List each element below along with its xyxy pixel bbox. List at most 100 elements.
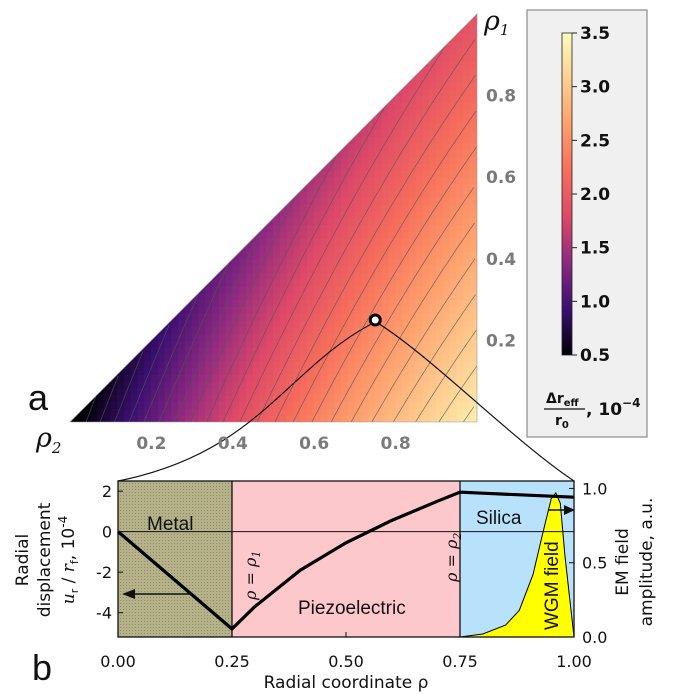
heatmap-cell (245, 414, 254, 422)
heatmap-cell (463, 312, 471, 321)
heatmap-cell (388, 414, 396, 422)
heatmap-cell (463, 68, 471, 76)
heatmap-cell (469, 136, 477, 144)
heatmap-cell (435, 224, 444, 232)
heatmap-cell (361, 224, 369, 232)
heatmap-cell (361, 265, 369, 273)
heatmap-cell (103, 414, 112, 422)
heatmap-cell (259, 360, 268, 368)
heatmap-cell (442, 74, 451, 83)
heatmap-cell (313, 204, 322, 212)
heatmap-cell (429, 251, 437, 260)
heatmap-cell (252, 367, 261, 375)
heatmap-cell (415, 136, 424, 144)
heatmap-cell (198, 387, 207, 396)
heatmap-cell (198, 394, 207, 402)
heatmap-cell (463, 108, 471, 117)
heatmap-cell (279, 346, 288, 355)
heatmap-cell (178, 387, 186, 396)
heatmap-cell (415, 224, 424, 232)
heatmap-cell (300, 346, 308, 355)
heatmap-cell (361, 183, 369, 192)
heatmap-cell (117, 401, 125, 409)
heatmap-cell (449, 292, 458, 300)
heatmap-cell (388, 210, 396, 219)
heatmap-cell (232, 408, 240, 416)
heatmap-cell (422, 312, 430, 321)
heatmap-cell (463, 278, 471, 287)
heatmap-cell (388, 238, 396, 246)
heatmap-cell (361, 340, 369, 348)
left-y-tick-label: -2 (96, 563, 112, 582)
heatmap-cell (435, 183, 444, 192)
heatmap-cell (429, 108, 437, 117)
heatmap-cell (381, 272, 390, 280)
heatmap-cell (401, 353, 410, 362)
heatmap-cell (368, 265, 376, 273)
rho1-axis-ticks: 0.20.40.60.8 (486, 87, 516, 352)
heatmap-cell (354, 176, 363, 185)
heatmap-cell (395, 183, 403, 192)
heatmap-cell (381, 156, 390, 164)
heatmap-cell (361, 333, 369, 341)
heatmap-cell (252, 238, 261, 246)
heatmap-cell (463, 122, 471, 130)
heatmap-cell (293, 326, 302, 334)
heatmap-cell (184, 319, 193, 328)
x-tick-label: 0.50 (328, 652, 364, 671)
heatmap-cell (313, 285, 322, 294)
heatmap-cell (469, 387, 477, 396)
heatmap-cell (245, 326, 254, 334)
heatmap-cell (368, 136, 376, 144)
metal-label: Metal (147, 514, 193, 535)
colorbar: 0.51.01.52.02.53.03.5 Δreff r0 , 10−4 (526, 9, 648, 438)
heatmap-cell (347, 272, 356, 280)
heatmap-cell (422, 95, 430, 103)
heatmap-cell (368, 156, 376, 164)
heatmap-cell (117, 387, 125, 396)
heatmap-cell (225, 387, 234, 396)
heatmap-cell (408, 238, 417, 246)
heatmap-cell (232, 401, 240, 409)
heatmap-cell (456, 156, 464, 164)
heatmap-cell (198, 333, 207, 341)
heatmap-cell (395, 251, 403, 260)
heatmap-cell (388, 231, 396, 239)
heatmap-cell (144, 367, 152, 375)
heatmap-cell (137, 353, 146, 362)
heatmap-cell (320, 360, 329, 368)
left-y-tick-label: 0 (102, 523, 112, 542)
heatmap-cell (340, 244, 349, 253)
heatmap-cell (178, 360, 186, 368)
heatmap-cell (307, 224, 315, 232)
heatmap-cell (232, 387, 240, 396)
heatmap-cell (374, 251, 383, 260)
heatmap-cell (442, 367, 451, 375)
heatmap-cell (245, 394, 254, 402)
heatmap-cell (361, 401, 369, 409)
heatmap-cell (442, 122, 451, 130)
heatmap-cell (320, 272, 329, 280)
heatmap-cell (435, 176, 444, 185)
heatmap-cell (361, 367, 369, 375)
heatmap-cell (252, 265, 261, 273)
heatmap-cell (381, 319, 390, 328)
heatmap-cell (327, 299, 335, 307)
heatmap-cell (463, 61, 471, 69)
heatmap-cell (422, 129, 430, 137)
heatmap-cell (469, 68, 477, 76)
heatmap-cell (408, 292, 417, 300)
heatmap-cell (225, 401, 234, 409)
heatmap-cell (429, 163, 437, 171)
heatmap-cell (232, 306, 240, 314)
silica-label: Silica (476, 508, 522, 529)
heatmap-cell (205, 319, 213, 328)
heatmap-cell (449, 326, 458, 334)
heatmap-cell (381, 224, 390, 232)
heatmap-cell (469, 238, 477, 246)
heatmap-cell (361, 258, 369, 266)
heatmap-cell (157, 408, 166, 416)
heatmap-cell (401, 312, 410, 321)
heatmap-cell (340, 251, 349, 260)
right-y-axis-ticks: 1.00.50.0 (569, 479, 607, 647)
